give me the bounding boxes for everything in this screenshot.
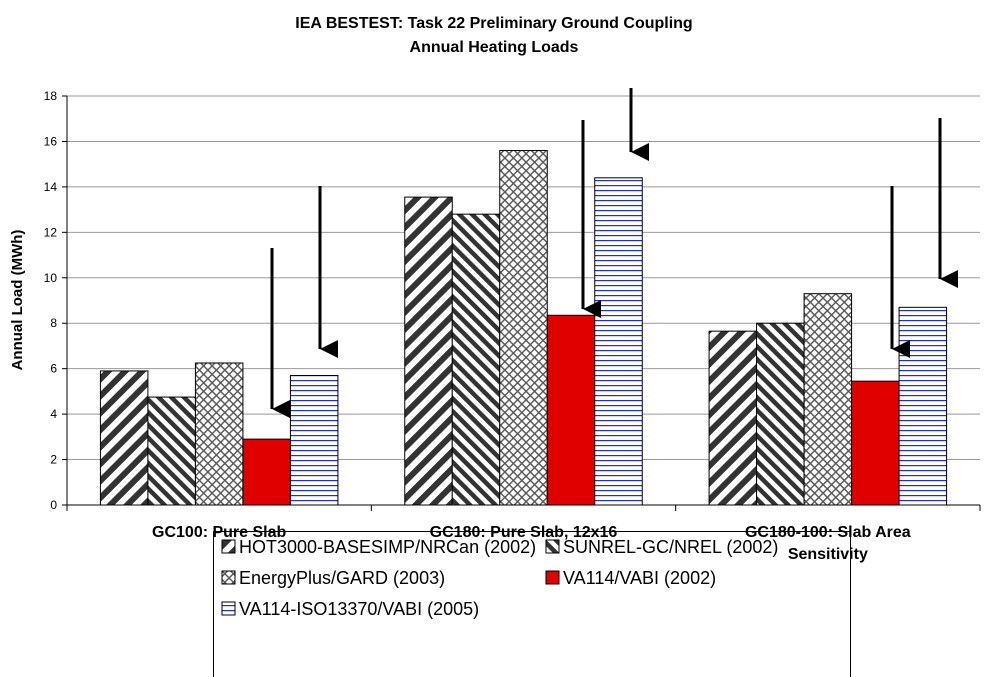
bar <box>289 374 339 506</box>
y-tick-label: 0 <box>50 498 57 512</box>
bar <box>404 196 453 506</box>
legend-box <box>213 531 851 677</box>
bar <box>451 213 501 506</box>
bar <box>851 380 900 506</box>
legend-label: VA114/VABI (2002) <box>563 568 716 588</box>
bar <box>708 330 758 506</box>
bar <box>898 306 948 506</box>
y-tick-label: 8 <box>50 316 57 330</box>
y-tick-label: 12 <box>44 225 58 239</box>
bar <box>242 438 291 506</box>
legend-label: SUNREL-GC/NREL (2002) <box>563 537 778 557</box>
chart-title: IEA BESTEST: Task 22 Preliminary Ground … <box>295 15 692 32</box>
annotation-arrows <box>270 88 958 418</box>
legend-swatch <box>545 539 560 554</box>
bar <box>99 370 149 506</box>
legend: HOT3000-BASESIMP/NRCan (2002) SUNREL-GC/N… <box>221 537 778 619</box>
legend-label: EnergyPlus/GARD (2003) <box>239 568 445 588</box>
legend-swatch <box>221 601 236 616</box>
y-tick-label: 6 <box>50 362 57 376</box>
y-tick-label: 18 <box>44 89 58 103</box>
bar <box>546 314 596 506</box>
chart-subtitle: Annual Heating Loads <box>410 39 579 56</box>
y-tick-label: 10 <box>44 271 58 285</box>
y-axis-label: Annual Load (MWh) <box>9 230 26 371</box>
legend-label: HOT3000-BASESIMP/NRCan (2002) <box>239 537 536 557</box>
bar <box>147 396 196 506</box>
bars <box>99 150 948 506</box>
y-tick-label: 2 <box>50 453 57 467</box>
bar <box>194 362 244 506</box>
x-tick-label: GC180-100: Slab Area Sensitivity <box>744 524 911 563</box>
bar <box>803 293 853 506</box>
x-tick-label: GC180: Pure Slab, 12x16 <box>429 524 618 541</box>
legend-swatch <box>221 539 236 554</box>
legend-label: VA114-ISO13370/VABI (2005) <box>239 599 479 619</box>
legend-swatch <box>221 570 236 585</box>
bar <box>594 177 643 506</box>
legend-swatch <box>545 570 560 585</box>
bar <box>756 322 805 506</box>
y-tick-label: 14 <box>44 180 58 194</box>
y-tick-label: 16 <box>44 134 58 148</box>
bar <box>499 150 548 506</box>
y-tick-label: 4 <box>50 407 57 421</box>
x-tick-label: GC100: Pure Slab <box>152 524 287 541</box>
